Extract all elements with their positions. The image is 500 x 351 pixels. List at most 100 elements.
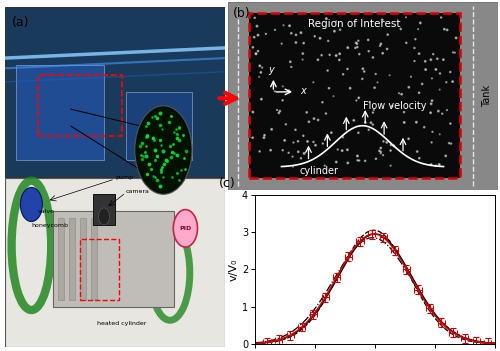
Point	[338, 148, 346, 153]
Point	[395, 91, 403, 96]
Point	[370, 85, 378, 91]
Point	[260, 135, 268, 140]
Point	[386, 163, 394, 168]
Point	[396, 26, 404, 32]
Point	[449, 49, 457, 55]
Point	[292, 127, 300, 133]
Point	[275, 110, 283, 116]
Point	[312, 143, 320, 148]
Point	[380, 139, 388, 144]
Point	[369, 55, 377, 60]
FancyBboxPatch shape	[5, 7, 225, 177]
Point	[436, 87, 444, 92]
Point	[426, 110, 434, 115]
Point	[440, 26, 448, 32]
Point	[422, 67, 430, 72]
Point	[447, 141, 455, 146]
Point	[369, 122, 377, 127]
Point	[282, 121, 290, 127]
Point	[304, 139, 312, 144]
Point	[266, 147, 274, 153]
Point	[367, 120, 375, 126]
Text: y: y	[268, 65, 274, 75]
Circle shape	[174, 210, 198, 247]
Point	[285, 88, 293, 94]
Point	[354, 130, 362, 135]
Point	[416, 155, 424, 161]
Point	[361, 158, 369, 164]
Text: valve: valve	[38, 209, 55, 214]
Point	[428, 75, 436, 81]
Point	[435, 162, 443, 167]
Point	[248, 135, 256, 140]
Point	[386, 148, 394, 153]
Point	[330, 93, 338, 99]
Point	[344, 147, 351, 153]
Point	[260, 132, 268, 138]
Point	[432, 67, 440, 72]
Point	[278, 41, 285, 46]
Point	[354, 38, 362, 44]
Point	[428, 140, 436, 145]
FancyBboxPatch shape	[91, 218, 98, 300]
FancyBboxPatch shape	[126, 92, 192, 160]
Point	[350, 118, 358, 123]
Point	[386, 73, 394, 78]
Point	[354, 153, 362, 159]
Point	[310, 80, 318, 85]
Text: Tank: Tank	[482, 85, 492, 107]
Point	[271, 27, 279, 33]
Point	[400, 110, 408, 115]
Point	[410, 45, 418, 51]
Point	[410, 58, 418, 64]
Point	[289, 164, 297, 170]
Point	[344, 45, 352, 51]
FancyBboxPatch shape	[93, 194, 115, 225]
Point	[446, 69, 454, 75]
Point	[254, 32, 262, 38]
Point	[344, 160, 352, 166]
Point	[388, 103, 396, 109]
Point	[432, 163, 440, 168]
Point	[284, 150, 292, 155]
Point	[280, 138, 288, 143]
Text: Region of Interest: Region of Interest	[308, 19, 400, 29]
Point	[354, 95, 362, 101]
Point	[404, 136, 412, 141]
Point	[376, 148, 384, 154]
Point	[376, 43, 384, 48]
Point	[292, 32, 300, 38]
Point	[413, 149, 421, 154]
Point	[271, 88, 279, 94]
Point	[286, 59, 294, 65]
Point	[412, 119, 420, 125]
Point	[302, 110, 310, 115]
Point	[387, 142, 395, 148]
Point	[262, 31, 270, 37]
Point	[402, 14, 410, 20]
Point	[346, 85, 354, 91]
Point	[256, 148, 264, 154]
Point	[364, 127, 372, 133]
Point	[332, 159, 340, 165]
FancyBboxPatch shape	[228, 2, 498, 190]
Text: heated cylinder: heated cylinder	[98, 322, 147, 326]
Point	[448, 79, 456, 84]
Circle shape	[98, 208, 110, 225]
Circle shape	[20, 187, 42, 221]
Point	[316, 35, 324, 41]
Text: (b): (b)	[233, 7, 250, 20]
Point	[364, 48, 372, 54]
Point	[445, 140, 453, 146]
Point	[414, 26, 422, 32]
Point	[438, 111, 446, 117]
Point	[354, 158, 362, 163]
Point	[326, 52, 334, 58]
Point	[379, 152, 387, 158]
Point	[443, 107, 451, 113]
Point	[428, 98, 436, 104]
Point	[249, 109, 257, 115]
Point	[446, 121, 454, 126]
Point	[434, 108, 442, 114]
Point	[405, 85, 413, 90]
